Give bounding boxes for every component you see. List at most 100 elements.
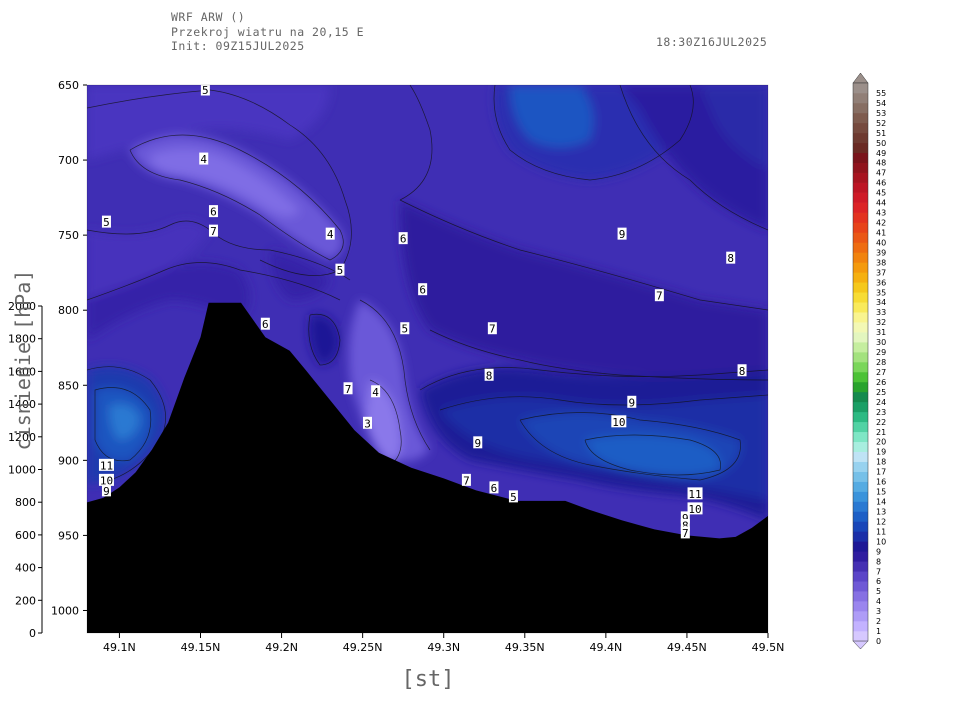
contour-label: 8	[737, 364, 747, 378]
contour-label: 5	[200, 83, 210, 97]
colorbar-label: 6	[876, 577, 881, 586]
colorbar-label: 11	[876, 527, 886, 536]
colorbar-swatch	[853, 391, 868, 403]
colorbar-swatch	[853, 601, 868, 612]
svg-text:8: 8	[739, 365, 746, 378]
colorbar-label: 45	[876, 189, 886, 198]
svg-text:8: 8	[682, 519, 689, 532]
colorbar-swatch	[853, 611, 868, 622]
colorbar-label: 27	[876, 368, 886, 377]
colorbar-label: 5	[876, 587, 881, 596]
colorbar-swatch	[853, 561, 868, 572]
colorbar-label: 14	[876, 498, 886, 507]
colorbar-min-arrow	[852, 640, 869, 650]
svg-text:8: 8	[486, 369, 493, 382]
contour-label: 5	[101, 215, 111, 229]
colorbar-label: 7	[876, 567, 881, 576]
y-tick-label: 700	[58, 154, 79, 167]
colorbar-swatch	[853, 571, 868, 582]
colorbar-label: 24	[876, 398, 886, 407]
colorbar: 0123456789101112131415161718192021222324…	[852, 72, 886, 650]
colorbar-swatch	[853, 232, 868, 243]
y2-tick-label: 200	[15, 594, 36, 607]
contour-lines	[87, 85, 768, 481]
colorbar-label: 42	[876, 219, 886, 228]
contour-label: 6	[489, 481, 499, 495]
colorbar-label: 16	[876, 478, 886, 487]
colorbar-label: 41	[876, 228, 886, 237]
colorbar-swatch	[853, 342, 868, 353]
colorbar-swatch	[853, 212, 868, 223]
contour-label: 5	[508, 490, 518, 504]
colorbar-label: 2	[876, 617, 881, 626]
colorbar-swatch	[853, 222, 868, 233]
colorbar-swatch	[853, 401, 868, 413]
colorbar-label: 29	[876, 348, 886, 357]
svg-text:3: 3	[364, 417, 371, 430]
contour-label: 8	[484, 368, 494, 382]
svg-text:10: 10	[688, 503, 701, 516]
y2-tick-label: 400	[15, 562, 36, 575]
colorbar-swatch	[853, 312, 868, 323]
colorbar-label: 48	[876, 159, 886, 168]
svg-text:4: 4	[200, 153, 207, 166]
colorbar-swatch	[853, 282, 868, 293]
svg-text:7: 7	[682, 527, 689, 540]
colorbar-swatch	[853, 631, 868, 642]
svg-text:7: 7	[210, 225, 217, 238]
y-tick-label: 850	[58, 379, 79, 392]
contour-label: 9	[627, 395, 637, 409]
colorbar-swatch	[853, 142, 868, 154]
svg-text:5: 5	[103, 216, 110, 229]
svg-text:9: 9	[628, 396, 635, 409]
colorbar-label: 49	[876, 149, 886, 158]
colorbar-swatch	[853, 332, 868, 343]
colorbar-label: 43	[876, 209, 886, 218]
y-tick-label: 650	[58, 79, 79, 92]
colorbar-label: 55	[876, 89, 886, 98]
colorbar-label: 33	[876, 308, 886, 317]
colorbar-label: 37	[876, 268, 886, 277]
colorbar-swatch	[853, 122, 868, 134]
y2-tick-label: 600	[15, 529, 36, 542]
colorbar-swatch	[853, 132, 868, 144]
colorbar-swatch	[853, 411, 868, 423]
contour-label: 8	[726, 251, 736, 265]
colorbar-swatch	[853, 501, 868, 512]
svg-text:5: 5	[401, 323, 408, 336]
colorbar-label: 3	[876, 607, 881, 616]
svg-text:10: 10	[612, 416, 625, 429]
colorbar-swatch	[853, 551, 868, 562]
contour-label: 6	[260, 317, 270, 331]
contour-label: 6	[398, 232, 408, 246]
svg-text:7: 7	[345, 383, 352, 396]
colorbar-label: 46	[876, 179, 886, 188]
colorbar-swatch	[853, 441, 868, 452]
contour-label: 4	[371, 385, 381, 399]
colorbar-label: 20	[876, 438, 886, 447]
y2-tick-label: 1200	[8, 431, 36, 444]
colorbar-label: 53	[876, 109, 886, 118]
colorbar-swatch	[853, 83, 868, 94]
x-tick-label: 49.15N	[181, 641, 221, 654]
contour-label: 7	[343, 382, 353, 396]
colorbar-label: 19	[876, 448, 886, 457]
svg-text:6: 6	[210, 206, 217, 219]
colorbar-label: 17	[876, 468, 886, 477]
colorbar-swatch	[853, 92, 868, 104]
plot-frame	[86, 84, 769, 634]
colorbar-label: 44	[876, 199, 886, 208]
colorbar-label: 26	[876, 378, 886, 387]
colorbar-swatch	[853, 352, 868, 363]
colorbar-swatch	[853, 491, 868, 502]
x-tick-label: 49.1N	[103, 641, 136, 654]
contour-label: 10	[611, 415, 627, 429]
colorbar-swatch	[853, 421, 868, 433]
colorbar-label: 13	[876, 507, 886, 516]
contour-label: 4	[199, 152, 209, 166]
contour-label: 3	[363, 416, 373, 430]
colorbar-swatch	[853, 182, 868, 193]
svg-text:6: 6	[419, 284, 426, 297]
